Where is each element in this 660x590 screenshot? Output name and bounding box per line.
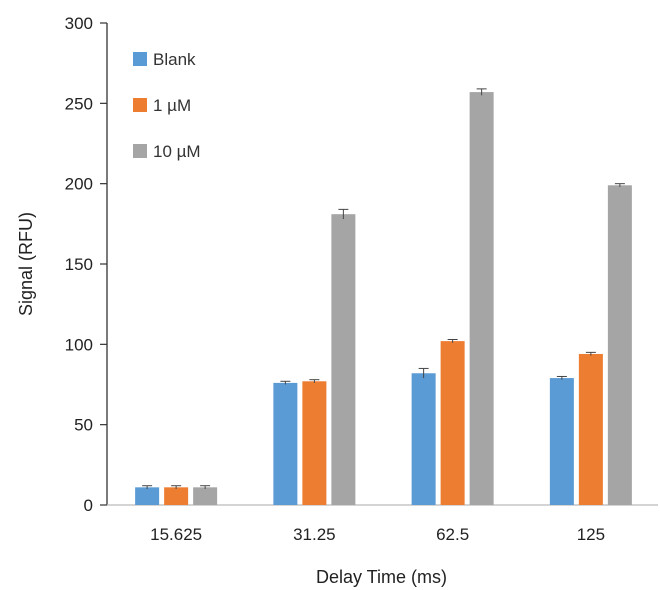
y-tick-label: 250 bbox=[65, 94, 93, 113]
x-tick-label: 31.25 bbox=[293, 525, 336, 544]
legend-swatch bbox=[133, 98, 147, 112]
x-axis-title: Delay Time (ms) bbox=[316, 567, 447, 587]
legend-item: Blank bbox=[133, 50, 196, 69]
error-bar bbox=[338, 208, 349, 220]
y-tick-label: 150 bbox=[65, 255, 93, 274]
error-bar bbox=[585, 351, 596, 356]
legend-item: 10 µM bbox=[133, 142, 201, 161]
y-tick-label: 100 bbox=[65, 335, 93, 354]
error-bar bbox=[418, 367, 429, 379]
bar bbox=[164, 487, 189, 505]
legend-swatch bbox=[133, 144, 147, 158]
y-tick-label: 0 bbox=[84, 496, 93, 515]
x-tick-label: 15.625 bbox=[150, 525, 202, 544]
y-tick-label: 200 bbox=[65, 175, 93, 194]
error-bar bbox=[476, 88, 487, 96]
legend-label: 10 µM bbox=[153, 142, 201, 161]
error-bar bbox=[309, 379, 320, 383]
error-bar bbox=[556, 375, 567, 380]
legend-label: 1 µM bbox=[153, 96, 191, 115]
bar bbox=[135, 487, 160, 505]
error-bar bbox=[614, 183, 625, 187]
bar bbox=[411, 373, 436, 505]
bar bbox=[331, 214, 356, 505]
x-tick-label: 62.5 bbox=[436, 525, 469, 544]
x-tick-label: 125 bbox=[577, 525, 605, 544]
bar bbox=[302, 381, 327, 505]
y-tick-label: 50 bbox=[74, 416, 93, 435]
legend-label: Blank bbox=[153, 50, 196, 69]
bar bbox=[578, 353, 603, 505]
bar bbox=[607, 185, 632, 506]
error-bar bbox=[447, 339, 458, 343]
error-bar bbox=[200, 485, 211, 489]
error-bar bbox=[280, 380, 291, 385]
legend-swatch bbox=[133, 52, 147, 66]
y-tick-label: 300 bbox=[65, 14, 93, 33]
bar bbox=[469, 92, 494, 505]
error-bar bbox=[142, 485, 153, 489]
legend-item: 1 µM bbox=[133, 96, 191, 115]
error-bar bbox=[171, 485, 182, 489]
bar bbox=[440, 341, 465, 505]
y-axis-title: Signal (RFU) bbox=[16, 212, 36, 316]
bar bbox=[549, 378, 574, 505]
bar bbox=[273, 382, 298, 505]
bar bbox=[193, 487, 218, 505]
